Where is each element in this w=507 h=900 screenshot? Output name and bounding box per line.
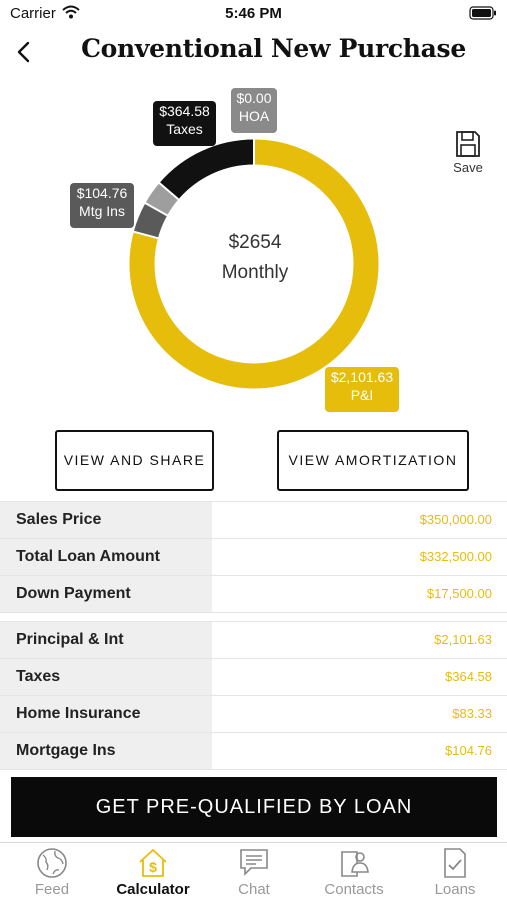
nav-header: Conventional New Purchase [0,28,507,76]
donut-svg [129,138,379,389]
tab-contacts[interactable]: Contacts [304,843,404,900]
hoa-tag-name: HOA [238,108,270,124]
tab-chat[interactable]: Chat [204,843,304,900]
tab-bar: Feed $ Calculator Chat Contacts Loans [0,842,507,900]
payment-breakdown-table: Principal & Int $2,101.63 Taxes $364.58 … [0,621,507,770]
page-title: Conventional New Purchase [81,34,466,63]
tab-chat-label: Chat [238,881,270,898]
row-label: Down Payment [0,576,212,612]
carrier-label: Carrier [10,5,56,22]
row-label: Taxes [0,659,212,695]
taxes-tag: $364.58 Taxes [153,101,216,146]
loans-icon [444,848,466,878]
wifi-icon [62,5,80,24]
row-label: Sales Price [0,502,212,538]
row-value: $332,500.00 [419,549,492,564]
row-value: $350,000.00 [419,512,492,527]
row-label: Home Insurance [0,696,212,732]
row-label: Principal & Int [0,622,212,658]
payment-donut-chart: $2654 Monthly [60,88,450,418]
table-row: Total Loan Amount $332,500.00 [0,539,507,576]
contacts-icon [341,851,369,877]
donut-separator [157,181,180,201]
svg-text:$: $ [149,859,157,875]
pi-tag: $2,101.63 P&I [325,367,399,412]
tab-feed[interactable]: Feed [2,843,102,900]
mtg-ins-tag-name: Mtg Ins [79,203,125,219]
save-label: Save [453,160,483,175]
tab-contacts-label: Contacts [324,881,384,898]
donut-separator [132,230,160,240]
row-value: $83.33 [452,706,492,721]
hoa-tag: $0.00 HOA [231,88,277,133]
monthly-total: $2654 [228,232,282,253]
get-pre-qualified-button[interactable]: GET PRE-QUALIFIED BY LOAN [11,777,497,837]
status-bar: Carrier 5:46 PM [0,0,507,28]
save-icon [456,131,480,157]
table-row: Mortgage Ins $104.76 [0,733,507,770]
tab-loans-label: Loans [434,881,476,898]
monthly-label: Monthly [221,262,289,283]
view-and-share-button[interactable]: VIEW AND SHARE [55,430,214,491]
mtg-ins-tag-value: $104.76 [76,185,128,201]
taxes-tag-name: Taxes [166,121,203,137]
status-time: 5:46 PM [225,5,282,22]
back-button[interactable] [8,34,38,70]
view-amortization-button[interactable]: VIEW AMORTIZATION [277,430,469,491]
table-row: Home Insurance $83.33 [0,696,507,733]
table-row: Down Payment $17,500.00 [0,576,507,613]
table-row: Principal & Int $2,101.63 [0,622,507,659]
save-button[interactable]: Save [446,130,490,182]
mtg-ins-tag: $104.76 Mtg Ins [70,183,134,228]
table-row: Taxes $364.58 [0,659,507,696]
pi-tag-value: $2,101.63 [330,369,394,385]
table-row: Sales Price $350,000.00 [0,502,507,539]
tab-loans[interactable]: Loans [405,843,505,900]
row-value: $2,101.63 [434,632,492,647]
row-value: $364.58 [445,669,492,684]
taxes-tag-value: $364.58 [159,103,210,119]
row-value: $104.76 [445,743,492,758]
chevron-left-icon [17,41,30,63]
row-value: $17,500.00 [426,586,492,601]
tab-feed-label: Feed [34,881,70,898]
hoa-tag-value: $0.00 [236,90,272,106]
row-label: Total Loan Amount [0,539,212,575]
calculator-house-icon: $ [139,848,167,877]
chat-icon [240,849,268,876]
tab-calculator[interactable]: $ Calculator [103,843,203,900]
pi-tag-name: P&I [350,387,374,403]
tab-calculator-label: Calculator [116,881,190,898]
globe-icon [37,848,67,878]
donut-separator [144,201,169,217]
battery-icon [469,6,497,25]
loan-summary-table: Sales Price $350,000.00 Total Loan Amoun… [0,501,507,613]
row-label: Mortgage Ins [0,733,212,769]
